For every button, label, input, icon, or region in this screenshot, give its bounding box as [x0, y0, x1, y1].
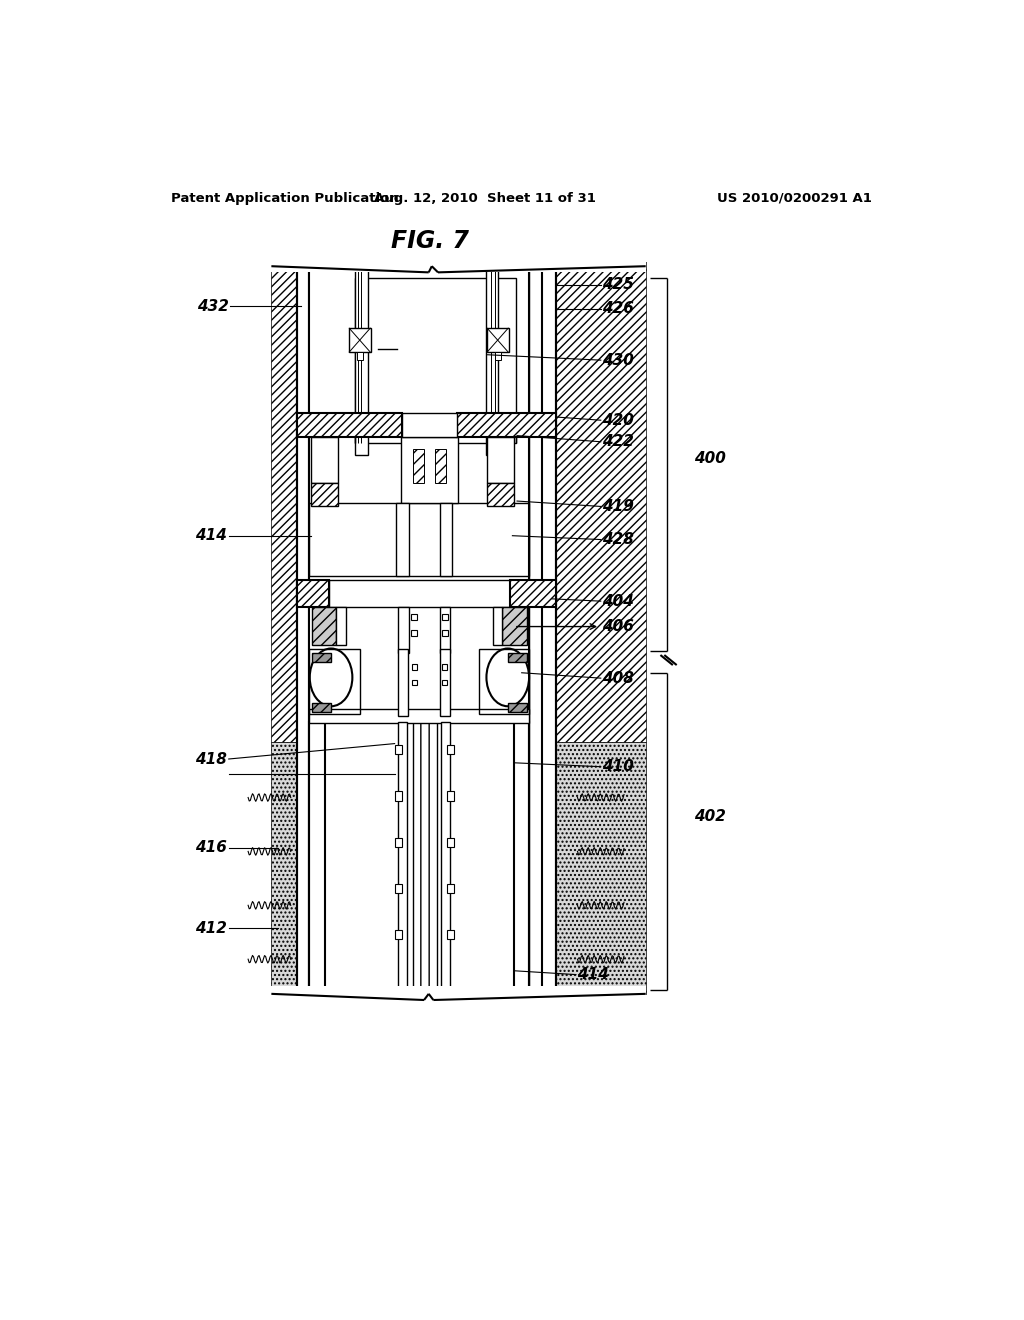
Bar	[395, 744, 401, 755]
Text: 424: 424	[378, 335, 410, 351]
Bar	[411, 630, 417, 636]
Bar	[442, 630, 449, 636]
Bar	[435, 449, 445, 483]
Bar	[439, 503, 452, 576]
Bar	[395, 929, 401, 940]
Bar	[397, 722, 407, 990]
Text: 410: 410	[602, 759, 634, 775]
Bar	[411, 614, 417, 620]
Bar	[309, 649, 359, 714]
Bar	[311, 607, 337, 645]
Ellipse shape	[486, 648, 529, 706]
Bar	[457, 412, 556, 437]
Bar	[356, 352, 362, 360]
Bar	[447, 929, 454, 940]
Bar	[329, 579, 510, 607]
Text: 430: 430	[602, 352, 634, 368]
Bar	[355, 263, 369, 455]
Bar	[556, 263, 646, 742]
Bar	[397, 607, 409, 653]
Bar	[309, 503, 529, 576]
Text: 414: 414	[196, 528, 227, 544]
Bar	[297, 263, 309, 994]
Bar	[440, 649, 450, 715]
Bar	[271, 986, 646, 1002]
Bar	[442, 614, 449, 620]
Bar	[486, 483, 514, 507]
Bar	[271, 263, 297, 742]
Bar	[442, 680, 447, 685]
Bar	[447, 884, 454, 892]
Bar	[400, 437, 458, 503]
Bar	[309, 709, 529, 723]
Bar	[412, 680, 417, 685]
Text: 425: 425	[602, 277, 634, 292]
Bar	[395, 837, 401, 847]
Bar	[493, 607, 503, 645]
Text: US 2010/0200291 A1: US 2010/0200291 A1	[717, 191, 872, 205]
Bar	[542, 263, 556, 994]
Bar	[402, 412, 457, 437]
Bar	[508, 702, 527, 711]
Text: 428: 428	[602, 532, 634, 546]
Bar	[515, 263, 529, 743]
Text: 426: 426	[602, 301, 634, 315]
Text: 414: 414	[578, 968, 609, 982]
Bar	[486, 437, 514, 483]
Text: 402: 402	[693, 809, 726, 824]
Bar	[414, 722, 445, 990]
Bar	[508, 653, 527, 663]
Bar	[441, 722, 451, 990]
Bar	[495, 352, 501, 360]
Bar	[398, 649, 408, 715]
Bar	[311, 483, 338, 507]
Bar	[297, 412, 402, 437]
Bar	[311, 653, 331, 663]
Text: 408: 408	[602, 671, 634, 685]
Bar	[309, 263, 529, 994]
Bar	[414, 449, 424, 483]
Bar	[355, 277, 515, 444]
Bar	[349, 327, 371, 352]
Bar	[271, 259, 646, 272]
Bar	[395, 792, 401, 800]
Bar	[311, 437, 338, 483]
Bar	[447, 792, 454, 800]
Bar	[439, 607, 451, 653]
Bar	[311, 702, 331, 711]
Text: Aug. 12, 2010  Sheet 11 of 31: Aug. 12, 2010 Sheet 11 of 31	[374, 191, 595, 205]
Ellipse shape	[309, 648, 352, 706]
Bar	[556, 742, 646, 994]
Bar	[447, 744, 454, 755]
Text: 412: 412	[196, 921, 227, 936]
Bar	[479, 649, 529, 714]
Text: 432: 432	[197, 298, 228, 314]
Text: 422: 422	[602, 434, 634, 449]
Text: 406: 406	[602, 619, 634, 634]
Text: 416: 416	[196, 840, 227, 855]
Text: 400: 400	[693, 451, 726, 466]
Bar	[297, 579, 329, 607]
Text: FIG. 7: FIG. 7	[391, 228, 469, 253]
Bar	[486, 263, 498, 455]
Bar	[486, 327, 509, 352]
Text: 419: 419	[602, 499, 634, 513]
Text: 404: 404	[602, 594, 634, 609]
Bar	[442, 664, 447, 669]
Bar	[503, 607, 527, 645]
Bar	[396, 503, 409, 576]
Bar	[309, 263, 355, 743]
Text: 420: 420	[602, 413, 634, 428]
Bar	[514, 722, 529, 990]
Bar	[412, 664, 417, 669]
Text: 418: 418	[196, 751, 227, 767]
Bar	[395, 884, 401, 892]
Text: Patent Application Publication: Patent Application Publication	[171, 191, 398, 205]
Bar	[271, 742, 297, 994]
Bar	[447, 837, 454, 847]
Bar	[337, 607, 346, 645]
Bar	[510, 579, 556, 607]
Bar	[309, 722, 325, 990]
